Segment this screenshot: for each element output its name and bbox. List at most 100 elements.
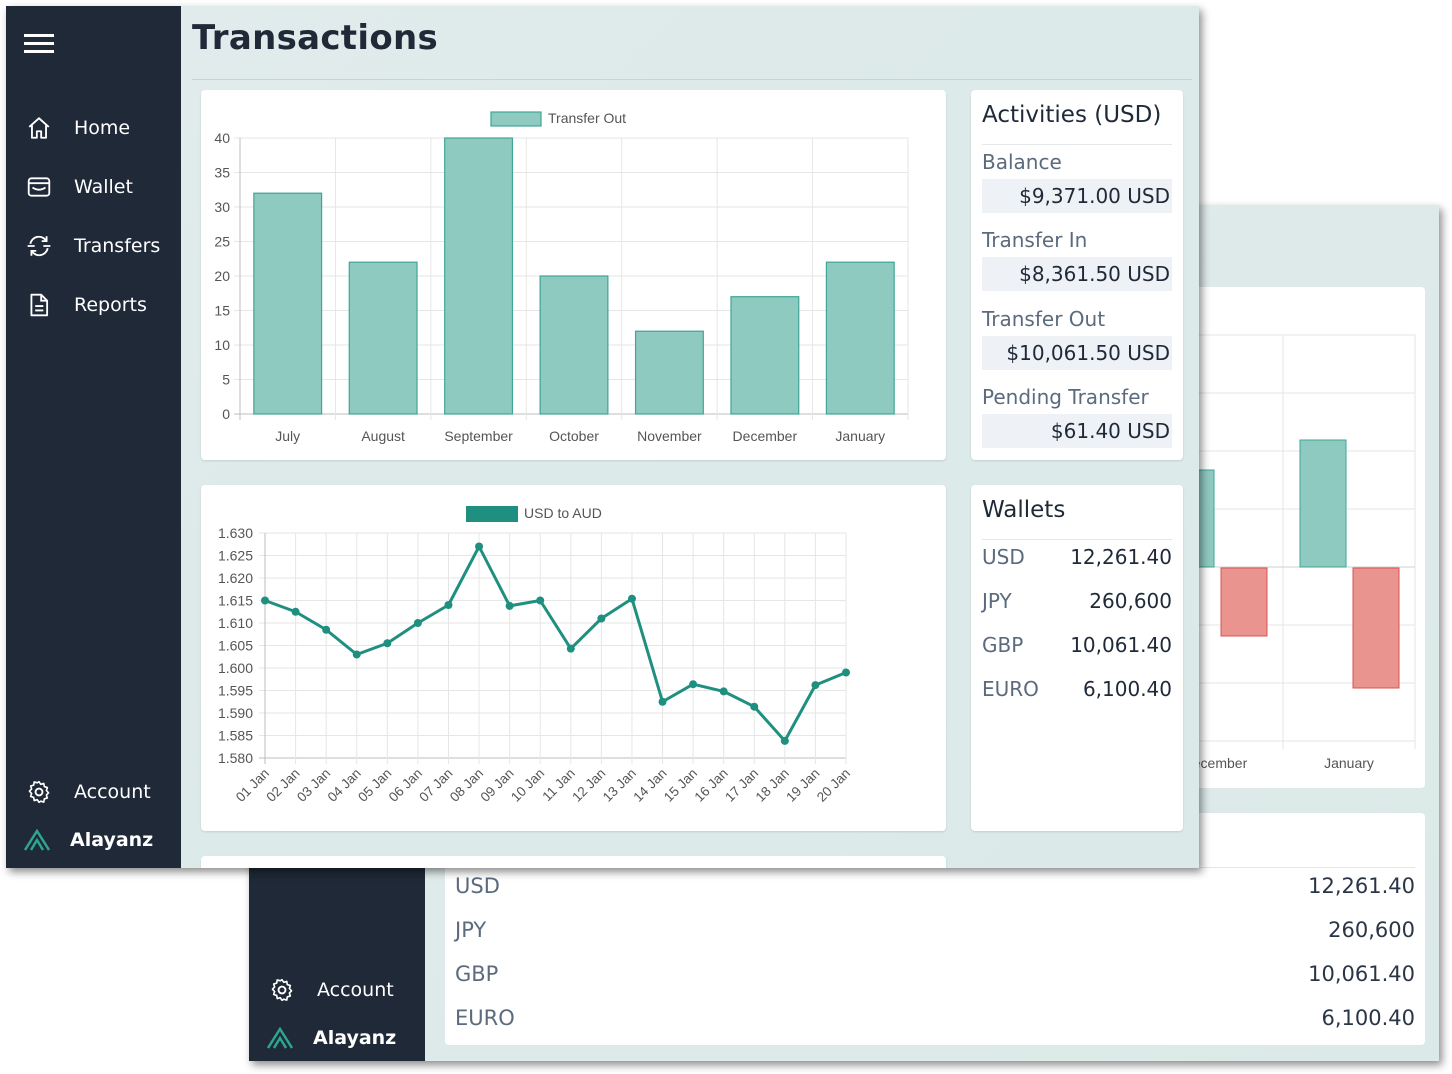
data-point <box>413 619 422 627</box>
y-tick-label: 20 <box>214 268 230 284</box>
back-tick-december: ecember <box>1193 755 1248 771</box>
main-window: Home Wallet Transfers <box>6 6 1199 868</box>
reports-icon <box>30 293 49 317</box>
brand-logo-icon <box>24 829 50 851</box>
y-tick-label: 25 <box>214 234 230 250</box>
wallets-title: Wallets <box>982 497 1066 523</box>
bar-november <box>634 330 704 415</box>
y-tick-label: 1.630 <box>218 525 253 541</box>
transfer-out-chart-card: 0 5 10 15 20 25 30 35 40 July August September Octob… <box>201 90 946 460</box>
wallet-currency: JPY <box>982 589 1012 613</box>
y-tick-label: 1.585 <box>218 728 253 744</box>
brand-logo-icon <box>267 1027 293 1049</box>
activity-label: Pending Transfer <box>982 385 1149 409</box>
data-point <box>627 594 636 603</box>
x-tick-label: December <box>733 428 798 444</box>
gear-icon <box>28 780 50 804</box>
bar-july <box>253 192 323 415</box>
y-tick-label: 1.580 <box>218 750 253 766</box>
divider <box>982 539 1172 540</box>
x-tick-label: 17 Jan <box>722 766 761 805</box>
y-tick-label: 10 <box>214 337 230 353</box>
data-point <box>322 625 331 634</box>
activity-label: Balance <box>982 150 1062 174</box>
wallet-currency: USD <box>982 545 1025 569</box>
data-point <box>842 668 850 677</box>
data-point <box>597 614 606 623</box>
page-title: Transactions <box>192 18 439 58</box>
back-wallet-row: JPY 260,600 <box>455 918 1415 942</box>
data-point <box>475 542 484 551</box>
wallet-currency: USD <box>455 874 500 898</box>
wallet-icon <box>27 177 51 197</box>
x-tick-label: 13 Jan <box>600 766 639 805</box>
activity-value: $9,371.00 USD <box>982 179 1172 213</box>
sidebar-item-label: Transfers <box>74 235 161 257</box>
data-point <box>689 680 698 689</box>
back-account-label: Account <box>317 979 394 1001</box>
x-tick-label: August <box>361 428 405 444</box>
back-bar-january-out <box>1352 567 1400 689</box>
x-tick-label: January <box>835 428 885 444</box>
y-tick-label: 1.595 <box>218 683 253 699</box>
x-tick-label: October <box>549 428 599 444</box>
y-tick-label: 1.605 <box>218 638 253 654</box>
x-tick-label: 14 Jan <box>630 766 669 805</box>
back-account-link[interactable]: Account <box>269 977 394 1003</box>
gear-icon <box>271 978 293 1002</box>
sidebar-item-reports[interactable]: Reports <box>26 292 147 318</box>
back-brand: Alayanz <box>267 1027 396 1049</box>
hamburger-menu-button[interactable] <box>24 34 56 56</box>
sidebar-item-transfers[interactable]: Transfers <box>26 233 160 259</box>
back-tick-january: January <box>1324 755 1374 771</box>
transfer-out-bar-chart: 0 5 10 15 20 25 30 35 40 July August September Octob… <box>214 110 909 444</box>
y-tick-label: 1.590 <box>218 705 253 721</box>
x-tick-label: 03 Jan <box>294 766 333 805</box>
x-tick-label: November <box>637 428 702 444</box>
activity-value: $8,361.50 USD <box>982 257 1172 291</box>
activities-title: Activities (USD) <box>982 102 1162 128</box>
y-tick-label: 5 <box>222 372 230 388</box>
y-tick-label: 0 <box>222 406 230 422</box>
data-point <box>658 697 667 706</box>
wallet-currency: JPY <box>455 918 487 942</box>
wallet-amount: 6,100.40 <box>1321 1006 1415 1030</box>
sidebar-item-wallet[interactable]: Wallet <box>26 174 133 200</box>
usd-aud-series-line <box>264 545 847 743</box>
y-tick-label: 35 <box>214 165 230 181</box>
x-tick-label: 06 Jan <box>386 766 425 805</box>
x-tick-label: 20 Jan <box>814 766 853 805</box>
y-tick-label: 1.625 <box>218 548 253 564</box>
wallet-amount: 6,100.40 <box>1082 677 1172 701</box>
data-point <box>719 687 728 696</box>
x-tick-label: 19 Jan <box>783 766 822 805</box>
wallet-amount: 10,061.40 <box>1070 633 1172 657</box>
back-bar-january-in <box>1299 439 1347 568</box>
x-tick-label: September <box>444 428 513 444</box>
x-tick-label: 16 Jan <box>692 766 731 805</box>
bar-december <box>730 296 800 415</box>
sidebar-item-home[interactable]: Home <box>26 115 130 141</box>
data-point <box>352 650 361 659</box>
data-point <box>811 681 820 690</box>
x-tick-label: 10 Jan <box>508 766 547 805</box>
wallet-currency: GBP <box>982 633 1024 657</box>
activities-card: Activities (USD) Balance $9,371.00 USD T… <box>971 90 1183 460</box>
data-point <box>261 596 269 605</box>
wallet-row: GBP 10,061.40 <box>982 633 1172 657</box>
back-wallet-row: EURO 6,100.40 <box>455 1006 1415 1030</box>
account-link[interactable]: Account <box>26 779 151 805</box>
bar-august <box>348 261 418 415</box>
title-divider <box>192 79 1192 80</box>
divider <box>982 144 1172 145</box>
x-tick-label: 02 Jan <box>263 766 302 805</box>
usd-aud-chart-card: 1.580 1.585 1.590 1.595 1.600 1.605 1.610 1.615… <box>201 485 946 831</box>
data-point <box>566 644 575 653</box>
data-point <box>536 596 545 605</box>
back-bar-december-out <box>1220 567 1268 637</box>
back-brand-name: Alayanz <box>313 1027 397 1049</box>
data-point <box>505 601 514 610</box>
brand: Alayanz <box>24 829 153 851</box>
activity-label: Transfer Out <box>982 307 1106 331</box>
x-tick-label: July <box>275 428 300 444</box>
